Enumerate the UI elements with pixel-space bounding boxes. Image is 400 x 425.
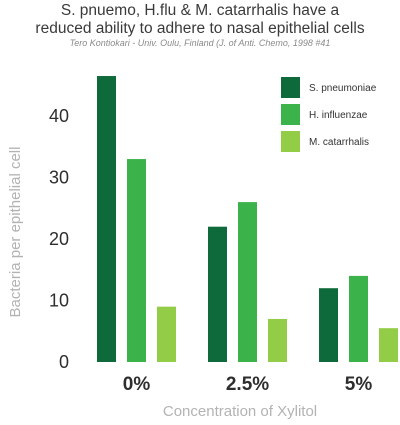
- bars-group: [97, 76, 398, 363]
- x-tick-label: 0%: [123, 374, 151, 395]
- legend-swatch: [281, 131, 300, 152]
- bar-h-influenzae-1: [238, 202, 257, 362]
- x-ticks-group: 0% 2.5% 5%: [123, 374, 373, 395]
- legend-swatch: [281, 104, 300, 125]
- bar-m-catarrhalis-0: [157, 306, 176, 362]
- y-tick-label: 20: [49, 229, 69, 249]
- bar-m-catarrhalis-2: [379, 328, 398, 362]
- y-tick-label: 30: [49, 168, 69, 188]
- x-tick-label: 2.5%: [226, 374, 269, 395]
- legend-swatch: [281, 77, 300, 98]
- bar-h-influenzae-0: [127, 159, 146, 362]
- x-axis-label: Concentration of Xylitol: [163, 403, 317, 420]
- y-tick-label: 40: [49, 106, 69, 126]
- y-tick-label: 10: [49, 291, 69, 311]
- legend-label: M. catarrhalis: [309, 137, 369, 148]
- y-axis-label: Bacteria per epithelial cell: [7, 147, 24, 318]
- bar-s-pneumoniae-1: [208, 226, 227, 362]
- bar-s-pneumoniae-0: [97, 76, 116, 363]
- x-tick-label: 5%: [345, 374, 373, 395]
- bar-h-influenzae-2: [349, 275, 368, 362]
- chart-title-line1: S. pnuemo, H.flu & M. catarrhalis have a: [60, 2, 340, 19]
- y-ticks-group: 0 10 20 30 40: [49, 106, 69, 372]
- legend: S. pneumoniae H. influenzae M. catarrhalis: [281, 77, 377, 152]
- y-tick-label: 0: [59, 352, 69, 372]
- legend-label: S. pneumoniae: [309, 83, 377, 94]
- chart-subtitle: Tero Kontiokari - Univ. Oulu, Finland (J…: [69, 38, 331, 48]
- chart-title-line2: reduced ability to adhere to nasal epith…: [35, 20, 365, 37]
- bar-s-pneumoniae-2: [319, 288, 338, 362]
- legend-label: H. influenzae: [309, 110, 368, 121]
- bar-m-catarrhalis-1: [268, 318, 287, 362]
